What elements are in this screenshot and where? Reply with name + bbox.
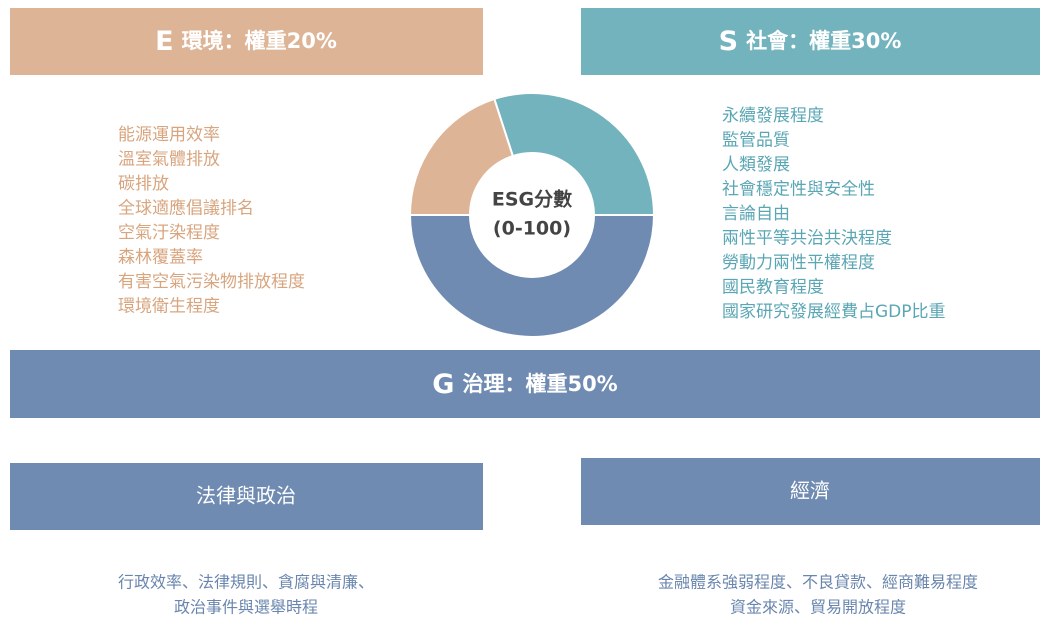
law-desc: 政治事件與選舉時程 <box>174 598 318 617</box>
item: 人類發展 <box>722 155 790 175</box>
item: 全球適應倡議排名 <box>118 198 254 219</box>
item: 兩性平等共治共決程度 <box>722 229 892 249</box>
s-header <box>581 8 1040 75</box>
e-name: 環境 <box>182 29 224 53</box>
center-label: ESG分數 <box>492 189 572 211</box>
donut-segment <box>493 92 656 216</box>
g-weight: ：權重50% <box>504 372 617 396</box>
s-letter: S <box>719 26 738 57</box>
item: 能源運用效率 <box>118 125 220 145</box>
e-weight: ：權重20% <box>224 29 337 53</box>
item: 森林覆蓋率 <box>118 248 203 268</box>
g-header <box>10 350 1040 418</box>
g-title: G 治理：權重50% <box>432 369 617 400</box>
item: 勞動力兩性平權程度 <box>722 253 875 273</box>
item: 社會穩定性與安全性 <box>722 180 875 200</box>
item: 有害空氣污染物排放程度 <box>118 272 305 292</box>
e-title: E 環境：權重20% <box>155 26 337 57</box>
s-weight: ：權重30% <box>788 29 901 53</box>
econ-title: 經濟 <box>790 479 830 503</box>
law-box <box>10 463 483 530</box>
item: 國家研究發展經費占GDP比重 <box>722 302 946 322</box>
g-letter: G <box>432 369 454 400</box>
item: 碳排放 <box>118 174 169 194</box>
donut-segment <box>408 97 515 216</box>
item: 國民教育程度 <box>722 278 824 298</box>
donut <box>408 92 656 338</box>
law-desc: 行政效率、法律規則、貪腐與清廉、 <box>118 573 374 592</box>
item: 環境衛生程度 <box>118 297 220 317</box>
item: 溫室氣體排放 <box>118 150 220 170</box>
econ-desc: 金融體系強弱程度、不良貸款、經商難易程度 <box>658 573 978 592</box>
e-header <box>10 8 483 75</box>
item: 言論自由 <box>722 204 790 224</box>
s-title: S 社會：權重30% <box>719 26 902 57</box>
item: 監管品質 <box>722 131 790 151</box>
econ-box <box>581 458 1040 525</box>
g-name: 治理 <box>462 372 504 396</box>
econ-desc: 資金來源、貿易開放程度 <box>730 598 906 617</box>
item: 永續發展程度 <box>722 106 824 126</box>
law-title: 法律與政治 <box>196 484 296 508</box>
center-label: (0-100) <box>493 218 571 240</box>
s-name: 社會 <box>745 29 789 53</box>
e-letter: E <box>155 26 173 57</box>
item: 空氣汙染程度 <box>118 223 220 243</box>
donut-segment <box>408 214 656 338</box>
